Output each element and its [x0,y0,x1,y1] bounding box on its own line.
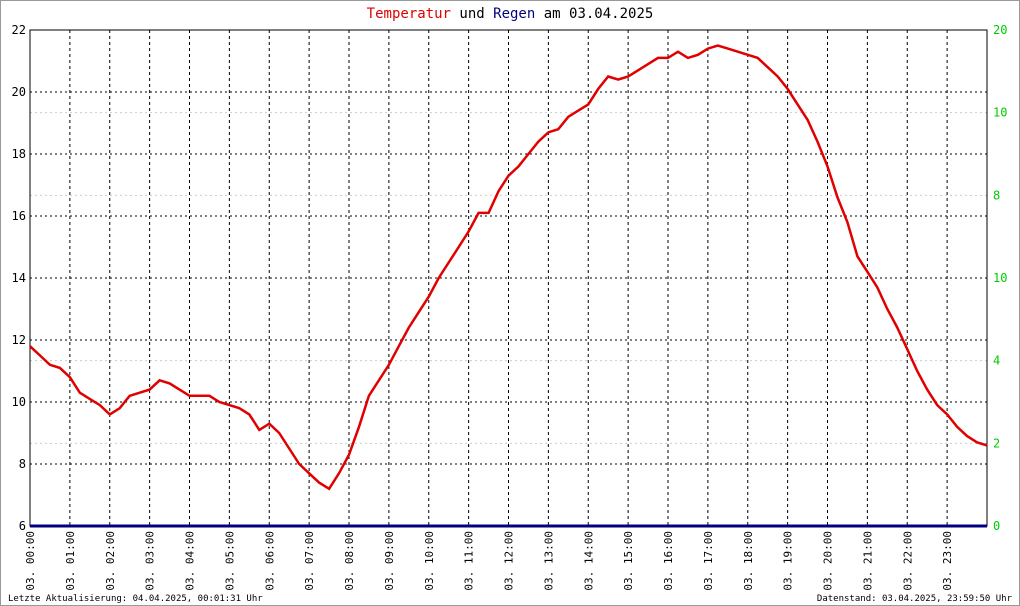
x-tick-label: 03. 03:00 [144,531,157,591]
y-tick-label: 16 [12,209,26,223]
footer-left: Letzte Aktualisierung: 04.04.2025, 00:01… [8,594,263,604]
x-tick-label: 03. 21:00 [861,531,874,591]
y-tick-label: 12 [12,333,26,347]
x-tick-label: 03. 05:00 [223,531,236,591]
x-tick-label: 03. 07:00 [303,531,316,591]
y-tick-label: 18 [12,147,26,161]
x-tick-label: 03. 00:00 [24,531,37,591]
y-tick-label: 8 [19,457,26,471]
y2-tick-label: 10 [993,106,1007,120]
y-tick-label: 22 [12,23,26,37]
y-tick-label: 6 [19,519,26,533]
y-tick-label: 20 [12,85,26,99]
series-line [29,44,988,491]
y2-tick-label: 2 [993,436,1000,450]
x-tick-label: 03. 06:00 [263,531,276,591]
x-tick-label: 03. 22:00 [901,531,914,591]
x-tick-label: 03. 02:00 [104,531,117,591]
y-tick-label: 10 [12,395,26,409]
y2-tick-label: 10 [993,271,1007,285]
x-tick-label: 03. 23:00 [941,531,954,591]
x-tick-label: 03. 20:00 [822,531,835,591]
y2-tick-label: 4 [993,354,1000,368]
chart-title: Temperatur und Regen am 03.04.2025 [367,6,654,22]
x-tick-label: 03. 01:00 [64,531,77,591]
x-tick-label: 03. 04:00 [184,531,197,591]
x-tick-label: 03. 19:00 [782,531,795,591]
x-tick-label: 03. 17:00 [702,531,715,591]
x-tick-label: 03. 12:00 [503,531,516,591]
x-tick-label: 03. 15:00 [622,531,635,591]
x-tick-label: 03. 09:00 [383,531,396,591]
y2-tick-label: 0 [993,519,1000,533]
x-tick-label: 03. 11:00 [463,531,476,591]
title-join: und [459,6,484,22]
x-tick-label: 03. 10:00 [423,531,436,591]
x-tick-label: 03. 18:00 [742,531,755,591]
title-suffix: am 03.04.2025 [544,6,654,22]
x-tick-label: 03. 08:00 [343,531,356,591]
title-series-rain: Regen [493,6,535,22]
x-tick-label: 03. 14:00 [582,531,595,591]
footer-right: Datenstand: 03.04.2025, 23:59:50 Uhr [817,594,1013,604]
y2-tick-label: 8 [993,188,1000,202]
y2-tick-label: 20 [993,23,1007,37]
x-tick-label: 03. 13:00 [542,531,555,591]
title-series-temp: Temperatur [367,6,451,22]
y-tick-label: 14 [12,271,26,285]
x-tick-label: 03. 16:00 [662,531,675,591]
